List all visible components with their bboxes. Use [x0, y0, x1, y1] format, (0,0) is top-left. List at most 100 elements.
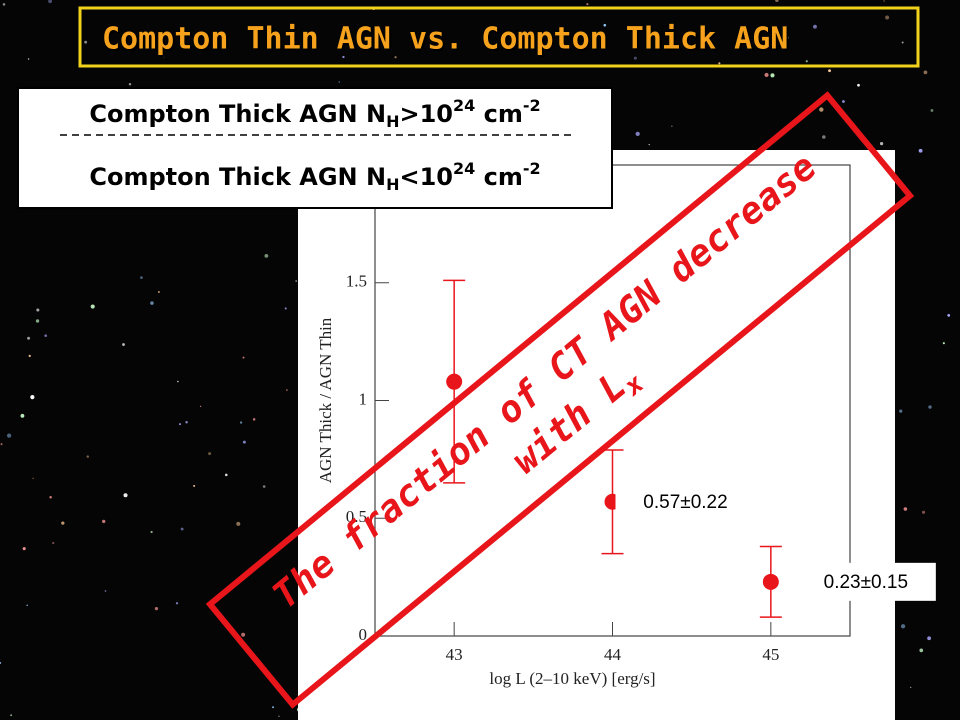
star	[241, 632, 246, 637]
legend-text: 24	[453, 159, 475, 178]
banner-frame	[205, 91, 915, 709]
star	[199, 405, 202, 408]
star	[162, 55, 165, 58]
star	[885, 15, 890, 20]
star	[48, 0, 53, 4]
star	[718, 62, 721, 65]
star	[910, 686, 912, 689]
star	[819, 107, 824, 112]
legend-text: Compton Thick AGN N	[89, 163, 386, 191]
star	[0, 661, 2, 665]
legend-text: Compton Thick AGN N	[89, 100, 386, 128]
star	[84, 40, 88, 44]
star	[842, 100, 845, 103]
value-label-bg	[795, 562, 936, 601]
star	[930, 109, 934, 112]
y-tick-label: 0.5	[346, 507, 367, 526]
star	[879, 142, 884, 146]
y-axis-label: AGN Thick / AGN Thin	[316, 317, 335, 483]
star	[828, 69, 832, 73]
star	[44, 334, 48, 337]
star	[177, 380, 179, 383]
star	[927, 636, 932, 641]
star	[150, 530, 153, 534]
y-tick-label: 0	[359, 625, 368, 644]
star	[26, 604, 28, 607]
star	[947, 314, 951, 317]
legend-entry: Compton Thick AGN NH>1024 cm-2	[89, 96, 540, 131]
star	[295, 280, 298, 282]
value-label-bg	[615, 482, 756, 521]
star	[770, 73, 775, 78]
star	[20, 413, 25, 418]
legend-text: cm	[475, 163, 523, 191]
star	[805, 60, 808, 63]
star	[813, 24, 817, 29]
data-point	[446, 373, 463, 390]
star	[635, 131, 640, 137]
legend-entry: Compton Thick AGN NH<1024 cm-2	[89, 159, 540, 194]
x-tick-label: 43	[446, 645, 463, 664]
star	[185, 421, 188, 424]
legend-text: H	[386, 112, 399, 131]
star	[104, 590, 107, 592]
star	[224, 473, 228, 477]
star	[775, 0, 779, 2]
star	[180, 527, 184, 531]
star	[262, 485, 266, 488]
star	[272, 706, 274, 709]
x-tick-label: 44	[604, 645, 622, 664]
star	[123, 493, 128, 498]
star	[30, 395, 35, 400]
star	[61, 521, 65, 525]
legend-text: H	[386, 175, 399, 194]
value-label: 0.57±0.22	[643, 492, 727, 513]
star	[242, 356, 245, 359]
star	[128, 83, 132, 86]
star	[236, 521, 241, 526]
star	[919, 648, 924, 653]
star	[35, 319, 40, 323]
star	[154, 606, 159, 611]
star	[901, 41, 904, 44]
data-point	[762, 573, 779, 590]
star	[342, 55, 345, 59]
star	[208, 452, 212, 456]
star	[903, 507, 908, 511]
legend-box	[17, 87, 613, 209]
star	[49, 496, 52, 499]
star	[648, 144, 650, 146]
legend-text: -2	[523, 96, 541, 115]
star	[586, 3, 589, 6]
star	[883, 0, 885, 2]
star	[150, 301, 154, 305]
star	[242, 440, 246, 444]
star	[10, 714, 13, 717]
star	[921, 510, 926, 514]
title: Compton Thin AGN vs. Compton Thick AGN	[102, 22, 788, 57]
star	[0, 443, 3, 446]
star	[671, 125, 673, 127]
star	[196, 38, 199, 42]
star	[179, 423, 181, 426]
x-tick-label: 45	[762, 645, 779, 664]
chart-panel	[298, 150, 895, 720]
star	[285, 389, 288, 391]
star	[7, 433, 12, 438]
star	[264, 254, 269, 258]
value-label: 0.23±0.15	[824, 572, 908, 593]
star	[257, 27, 262, 32]
star	[239, 421, 243, 424]
star	[928, 405, 932, 409]
star	[36, 308, 40, 312]
star	[923, 70, 928, 75]
star	[278, 715, 280, 717]
star	[252, 418, 256, 421]
star	[284, 307, 287, 310]
star	[122, 343, 125, 346]
star	[52, 541, 55, 545]
star	[338, 81, 341, 83]
star	[157, 290, 160, 294]
